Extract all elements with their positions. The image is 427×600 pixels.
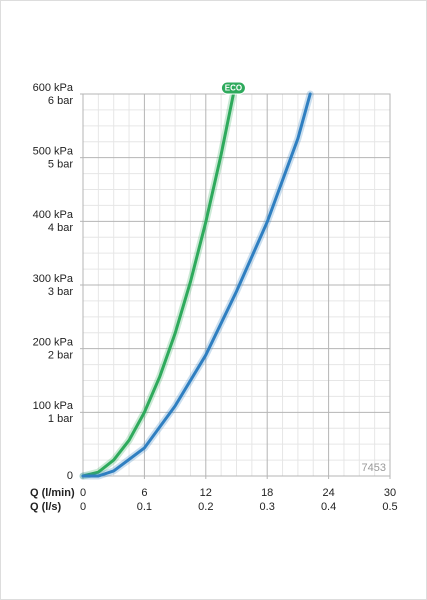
x-tick-label: 24 bbox=[322, 487, 334, 499]
x-tick-label: 12 bbox=[200, 487, 212, 499]
x2-tick-label: 0.2 bbox=[198, 501, 213, 513]
x-tick-label: 6 bbox=[141, 487, 147, 499]
x-tick-label: 30 bbox=[384, 487, 396, 499]
x-axis-label: Q (l/min) bbox=[30, 487, 75, 499]
x2-axis-label: Q (l/s) bbox=[30, 501, 62, 513]
y2-tick-label: 1 bar bbox=[48, 413, 73, 425]
y2-tick-label: 6 bar bbox=[48, 95, 73, 107]
y-tick-label: 200 kPa bbox=[33, 337, 74, 349]
series-line bbox=[81, 92, 235, 478]
eco-badge bbox=[220, 81, 246, 95]
y-tick-label: 100 kPa bbox=[33, 400, 74, 412]
y2-tick-label: 2 bar bbox=[48, 350, 73, 362]
x-tick-label: 18 bbox=[261, 487, 273, 499]
y2-tick-label: 5 bar bbox=[48, 159, 73, 171]
x2-tick-label: 0.1 bbox=[137, 501, 152, 513]
y-tick-label: 0 bbox=[67, 470, 73, 482]
chart-code: 7453 bbox=[362, 462, 386, 474]
y-tick-label: 300 kPa bbox=[33, 273, 74, 285]
x2-tick-label: 0.4 bbox=[321, 501, 336, 513]
x2-tick-label: 0.5 bbox=[382, 501, 397, 513]
x2-tick-label: 0.3 bbox=[260, 501, 275, 513]
legend-label: ECO bbox=[225, 84, 242, 93]
y-tick-label: 600 kPa bbox=[33, 82, 74, 94]
y-tick-label: 500 kPa bbox=[33, 146, 74, 158]
x2-tick-label: 0 bbox=[80, 501, 86, 513]
x-tick-label: 0 bbox=[80, 487, 86, 499]
y-tick-label: 400 kPa bbox=[33, 209, 74, 221]
y2-tick-label: 4 bar bbox=[48, 222, 73, 234]
y2-tick-label: 3 bar bbox=[48, 286, 73, 298]
series-line bbox=[81, 92, 312, 478]
